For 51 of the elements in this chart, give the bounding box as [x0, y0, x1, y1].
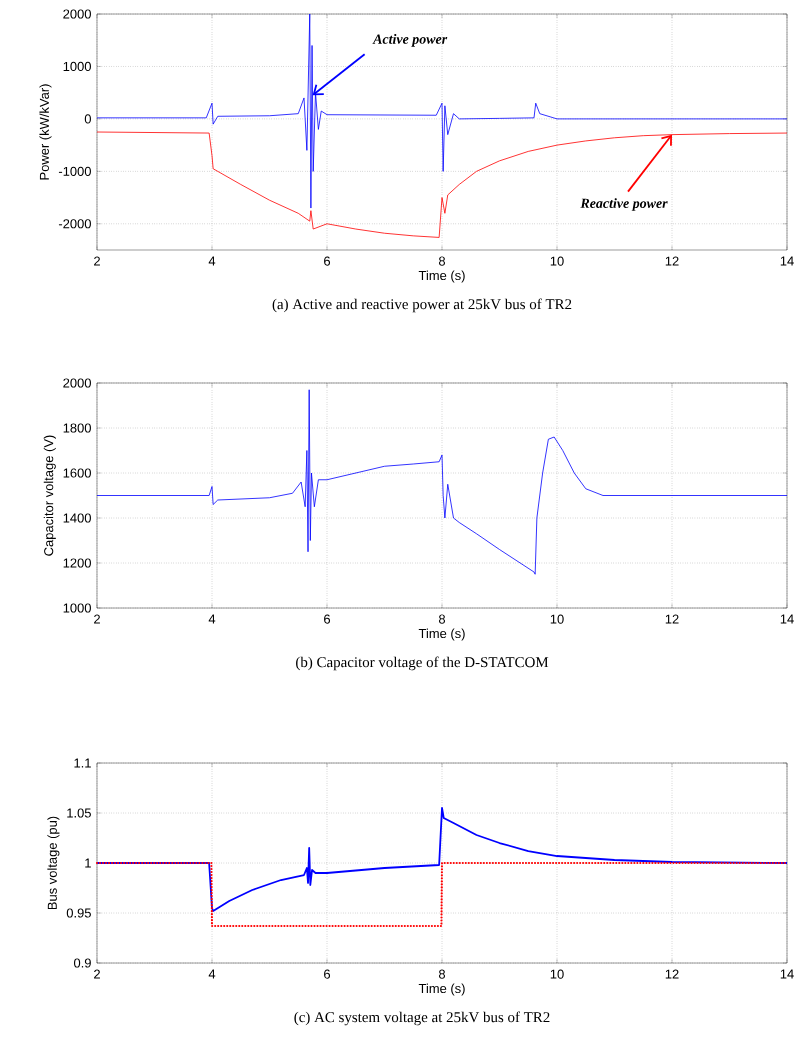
x-tick-label: 10 — [550, 256, 564, 266]
y-tick-label: 1800 — [63, 423, 91, 433]
y-tick-label: 1 — [85, 858, 91, 868]
text: (b) Capacitor voltage of the D-STATCOM — [296, 656, 549, 671]
x-tick-label: 8 — [438, 614, 446, 624]
y-tick-label: 1.05 — [67, 808, 91, 818]
y-tick-label: 1000 — [63, 603, 91, 613]
y-axis-title: Power (kW/kVar) — [39, 84, 52, 180]
x-tick-label: 12 — [665, 969, 679, 979]
x-tick-label: 2 — [94, 614, 100, 624]
x-tick-label: 10 — [550, 969, 564, 979]
x-tick-label: 4 — [208, 969, 216, 979]
x-axis-title: Time (s) — [418, 270, 465, 283]
x-tick-label: 8 — [438, 969, 446, 979]
y-tick-label: 0 — [84, 114, 91, 124]
line-series — [96, 131, 788, 238]
x-tick-label: 14 — [780, 969, 794, 979]
text: (a) Active and reactive power at 25kV bus of TR2 — [272, 298, 572, 313]
y-tick-label: 2000 — [63, 9, 91, 19]
x-tick-label: 10 — [550, 614, 564, 624]
line-series — [96, 13, 788, 209]
x-tick-label: 12 — [665, 256, 679, 266]
y-tick-label: 1000 — [63, 61, 91, 72]
y-tick-label: 1600 — [63, 468, 91, 478]
x-tick-label: 4 — [208, 614, 216, 624]
y-tick-label: 1200 — [63, 558, 91, 568]
line-series — [96, 807, 788, 912]
y-tick-label: 2000 — [63, 378, 91, 388]
y-tick-label: -2000 — [58, 219, 91, 229]
text: (c) AC system voltage at 25kV bus of TR2 — [294, 1011, 550, 1026]
x-tick-label: 2 — [94, 969, 100, 979]
x-tick-label: 6 — [324, 256, 331, 266]
x-tick-label: 4 — [208, 256, 216, 266]
x-tick-label: 12 — [665, 614, 679, 624]
y-tick-label: -1000 — [58, 166, 91, 176]
y-tick-label: 0.95 — [66, 908, 91, 918]
x-tick-label: 14 — [780, 256, 794, 266]
x-tick-label: 8 — [438, 256, 446, 266]
annotation: Reactive power — [580, 198, 668, 211]
x-tick-label: 2 — [94, 256, 100, 266]
x-axis-title: Time (s) — [418, 628, 465, 641]
annotation: Active power — [372, 33, 448, 47]
x-tick-label: 6 — [324, 614, 331, 624]
y-axis-title: Capacitor voltage (V) — [43, 435, 56, 556]
y-tick-label: 0.9 — [73, 958, 91, 968]
y-tick-label: 1.1 — [74, 758, 91, 768]
y-axis-title: Bus voltage (pu) — [47, 816, 60, 910]
x-axis-title: Time (s) — [418, 983, 465, 996]
x-tick-label: 14 — [780, 614, 794, 624]
x-tick-label: 6 — [324, 969, 331, 979]
y-tick-label: 1400 — [63, 513, 91, 523]
